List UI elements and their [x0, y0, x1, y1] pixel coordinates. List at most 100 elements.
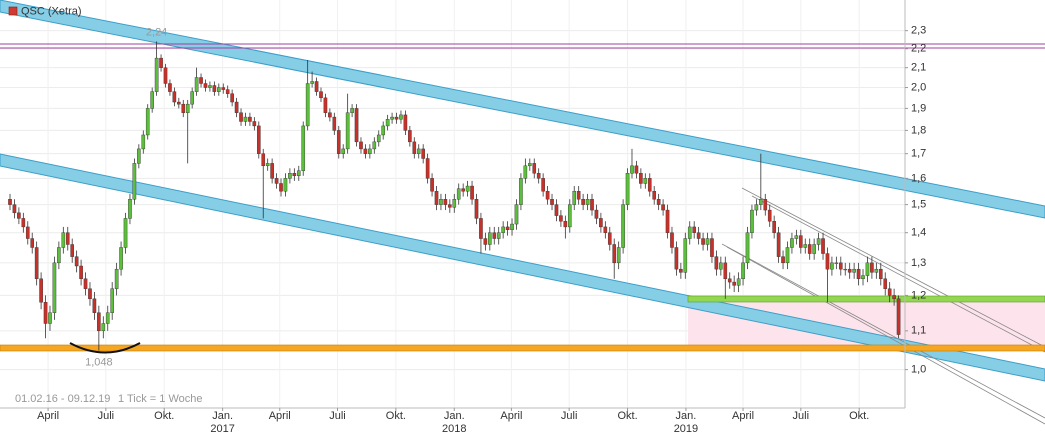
- x-tick-label: Okt.: [386, 410, 406, 422]
- candle-body: [234, 101, 239, 113]
- candle-body: [723, 262, 728, 280]
- candle-body: [57, 247, 61, 264]
- candle-body: [181, 103, 186, 113]
- candle-body: [670, 232, 674, 248]
- candle-body: [443, 199, 448, 205]
- candle-body: [696, 232, 701, 239]
- price-annotation: 1,048: [85, 356, 113, 368]
- candle-body: [576, 191, 581, 200]
- candle-body: [861, 275, 865, 280]
- candle-body: [354, 108, 359, 143]
- candle-body: [279, 183, 283, 192]
- candle-body: [692, 226, 696, 233]
- candle-body: [750, 209, 754, 233]
- candle-body: [12, 204, 17, 214]
- candle-body: [43, 302, 48, 324]
- candle-body: [701, 238, 705, 245]
- candle-body: [168, 83, 172, 92]
- x-tick-label: April: [37, 410, 59, 422]
- candle-body: [217, 87, 221, 92]
- candle-body: [119, 247, 123, 270]
- candle-body: [270, 163, 274, 179]
- candle-body: [492, 232, 497, 239]
- y-tick-label: 1,5: [911, 199, 926, 211]
- candle-body: [496, 232, 501, 239]
- candle-body: [30, 238, 35, 248]
- candle-body: [403, 114, 408, 131]
- y-tick-label: 1,6: [911, 172, 926, 184]
- candle-body: [545, 191, 550, 200]
- upper-channel: [0, 0, 1045, 219]
- y-tick-label: 2,0: [911, 81, 926, 93]
- candle-body: [145, 108, 150, 136]
- tick-note: 1 Tick = 1 Woche: [118, 393, 202, 405]
- candle-body: [874, 268, 879, 273]
- x-tick-label: Jan.: [444, 410, 465, 422]
- candle-body: [34, 247, 39, 280]
- candle-body: [763, 199, 768, 211]
- candle-body: [887, 288, 892, 296]
- candle-body: [17, 212, 21, 219]
- candle-body: [559, 215, 563, 222]
- y-tick-label: 1,8: [911, 124, 926, 136]
- candle-body: [607, 232, 612, 245]
- candle-body: [790, 238, 794, 248]
- candle-body: [394, 116, 399, 120]
- candle-body: [25, 226, 30, 239]
- candle-body: [150, 91, 154, 109]
- x-tick-label: Juli: [329, 410, 346, 422]
- candle-body: [674, 247, 679, 270]
- candle-body: [368, 148, 372, 154]
- x-tick-label: Juli: [793, 410, 810, 422]
- candle-body: [816, 238, 821, 245]
- trend-line: [741, 187, 1045, 348]
- candle-body: [883, 278, 888, 289]
- candle-body: [532, 163, 537, 174]
- y-tick-label: 1,1: [911, 325, 926, 337]
- candle-body: [647, 178, 652, 192]
- candle-body: [314, 81, 319, 92]
- candle-body: [634, 165, 639, 174]
- candle-body: [123, 218, 128, 248]
- x-tick-label: April: [732, 410, 754, 422]
- candle-body: [474, 199, 479, 219]
- candle-body: [732, 281, 736, 286]
- x-tick-label: April: [500, 410, 522, 422]
- candle-body: [590, 199, 594, 211]
- candle-body: [603, 226, 608, 233]
- candle-body: [61, 232, 66, 248]
- y-tick-label: 1,7: [911, 148, 926, 160]
- x-tick-year: 2017: [210, 423, 234, 435]
- candle-body: [105, 312, 110, 324]
- candle-body: [359, 141, 363, 150]
- candle-body: [221, 87, 226, 90]
- candle-body: [554, 204, 559, 216]
- y-tick-label: 2,1: [911, 62, 926, 74]
- bottom-arc: [69, 342, 141, 354]
- candle-body: [772, 221, 776, 233]
- support-zone-line: [687, 295, 1045, 303]
- candle-body: [821, 238, 825, 254]
- candle-body: [847, 268, 852, 273]
- candle-body: [185, 103, 190, 113]
- candle-body: [79, 265, 83, 280]
- candle-body: [767, 209, 772, 222]
- candle-body: [154, 57, 159, 92]
- candle-body: [896, 298, 901, 335]
- candle-body: [843, 268, 848, 271]
- x-tick-label: April: [269, 410, 291, 422]
- candle-body: [274, 178, 279, 184]
- candle-body: [825, 253, 830, 270]
- candle-body: [399, 114, 403, 120]
- y-tick-label: 2,3: [911, 25, 926, 37]
- candle-body: [332, 116, 337, 131]
- candle-body: [301, 125, 306, 171]
- candle-body: [479, 218, 483, 239]
- candle-body: [679, 268, 683, 273]
- candle-body: [381, 125, 385, 136]
- candle-body: [372, 141, 377, 150]
- legend-label: QSC (Xetra): [21, 5, 82, 17]
- candle-body: [243, 116, 248, 122]
- candle-body: [514, 204, 519, 225]
